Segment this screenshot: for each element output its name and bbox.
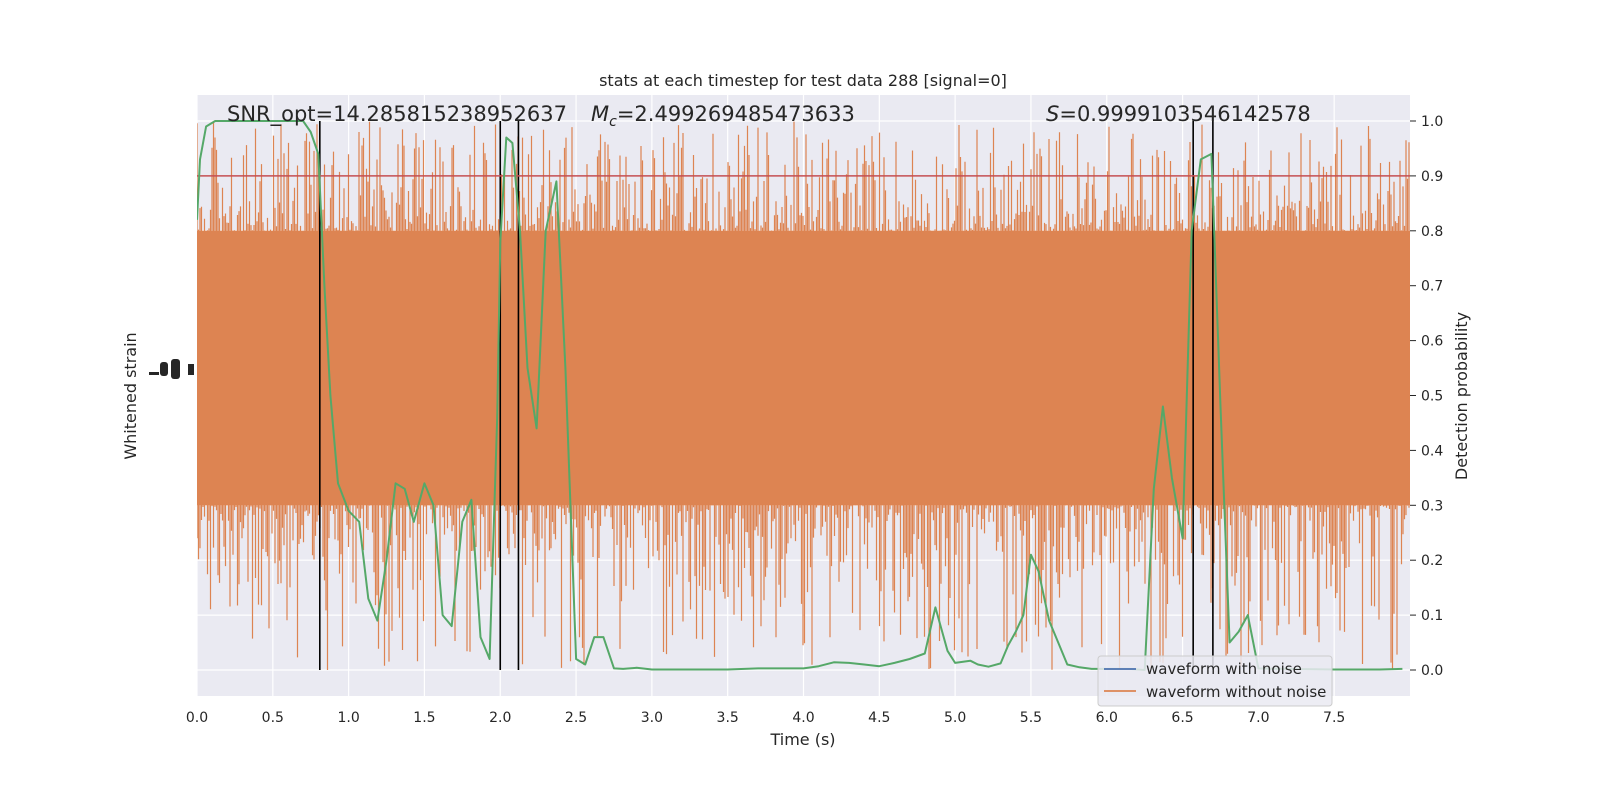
mc-subscript: c [609,114,617,130]
mc-value: =2.499269485473633 [617,102,855,126]
y-tick-label-4: 0.4 [1421,443,1443,459]
x-tick-label-6: 3.0 [641,710,663,726]
y-tick-label-2: 0.2 [1421,553,1443,569]
y-tick-label-10: 1.0 [1421,114,1443,130]
y-axis-label-right: Detection probability [1452,312,1471,480]
x-tick-label-5: 2.5 [565,710,587,726]
y-axis-right: 0.0 0.1 0.2 0.3 0.4 0.5 0.6 0.7 0.8 0.9 1.0 [1410,114,1443,679]
y-tick-label-8: 0.8 [1421,224,1443,240]
x-tick-label-4: 2.0 [489,710,511,726]
x-tick-label-9: 4.5 [868,710,890,726]
x-axis-label: Time (s) [769,730,835,749]
legend-label-without-noise: waveform without noise [1146,683,1326,701]
x-tick-label-8: 4.0 [792,710,814,726]
x-tick-label-7: 3.5 [717,710,739,726]
y-tick-label-3: 0.3 [1421,498,1443,514]
y-tick-label-6: 0.6 [1421,334,1443,350]
y-tick-label-5: 0.5 [1421,389,1443,405]
legend: waveform with noise waveform without noi… [1097,655,1333,707]
x-tick-label-12: 6.0 [1096,710,1118,726]
y-tick-label-9: 0.9 [1421,169,1443,185]
x-tick-label-3: 1.5 [413,710,435,726]
x-tick-label-2: 1.0 [337,710,359,726]
snr-annotation: SNR_opt=14.285815238952637 [227,102,567,127]
x-tick-label-15: 7.5 [1323,710,1345,726]
noise-layer [197,121,1410,670]
series-waveform-without-noise [197,121,1410,670]
s-value: =0.9999103546142578 [1059,102,1310,126]
x-tick-label-13: 6.5 [1171,710,1193,726]
x-tick-label-0: 0.0 [186,710,208,726]
legend-label-with-noise: waveform with noise [1146,660,1302,678]
s-annotation: S=0.9999103546142578 [1046,102,1311,126]
mc-annotation: Mc=2.499269485473633 [591,102,855,130]
y-tick-label-1: 0.1 [1421,608,1443,624]
x-tick-label-10: 5.0 [944,710,966,726]
left-tick-blob [149,359,194,379]
y-tick-label-0: 0.0 [1421,663,1443,679]
mc-symbol: M [591,102,609,126]
s-symbol: S [1046,102,1059,126]
x-tick-label-1: 0.5 [262,710,284,726]
y-axis-label-left: Whitened strain [121,332,140,459]
x-axis: 0.0 0.5 1.0 1.5 2.0 2.5 3.0 3.5 4.0 4.5 5.0 5.5 6.0 6… [186,710,1345,726]
x-tick-label-14: 7.0 [1247,710,1269,726]
y-tick-label-7: 0.7 [1421,279,1443,295]
chart-title: stats at each timestep for test data 288… [599,71,1007,90]
x-tick-label-11: 5.5 [1020,710,1042,726]
legend-box [1097,655,1333,707]
